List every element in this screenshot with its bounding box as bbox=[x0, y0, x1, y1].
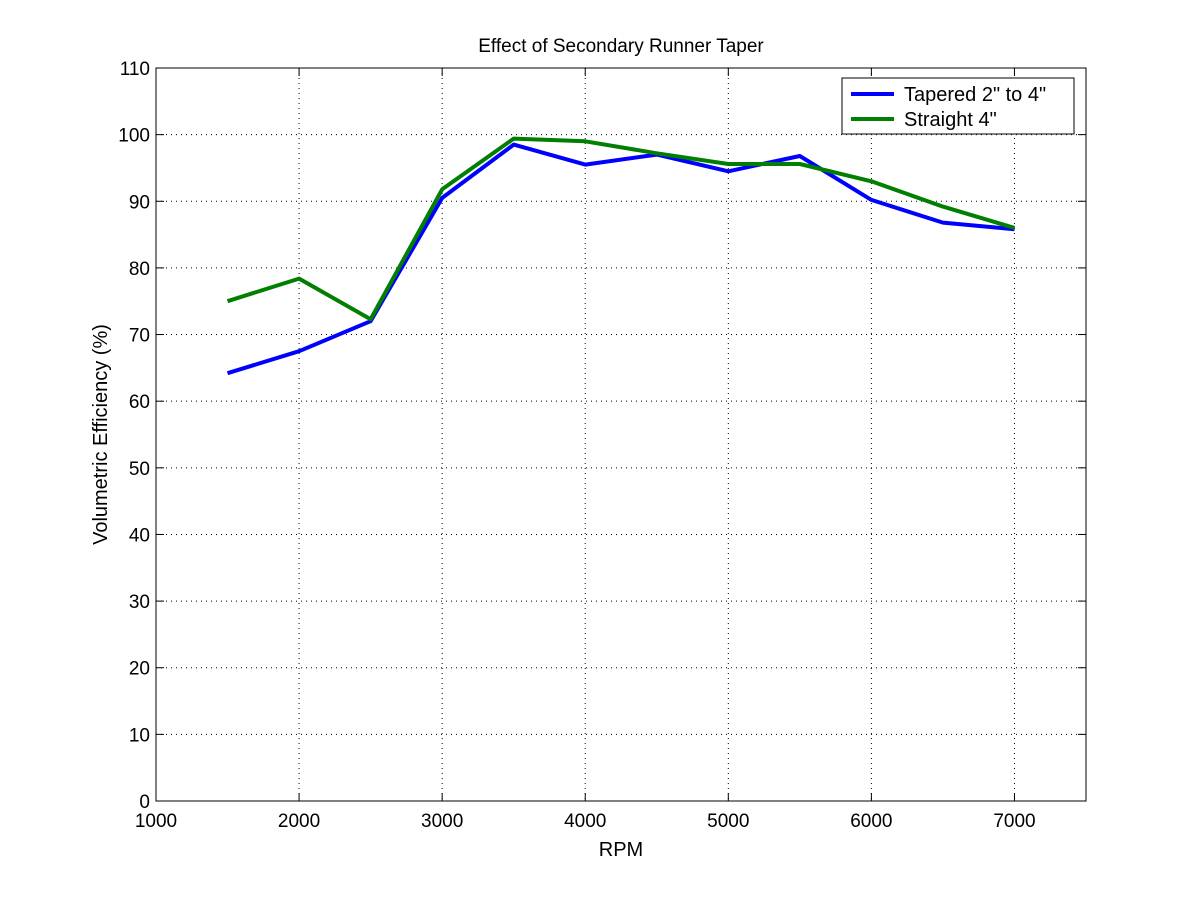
series-line-straight bbox=[226, 136, 1016, 322]
x-tick-label: 1000 bbox=[135, 811, 177, 832]
y-tick-label: 40 bbox=[129, 525, 150, 546]
y-tick-label: 90 bbox=[129, 192, 150, 213]
y-tick-label: 30 bbox=[129, 592, 150, 613]
x-tick-label: 4000 bbox=[564, 811, 606, 832]
x-tick-label: 7000 bbox=[993, 811, 1035, 832]
grid-lines bbox=[156, 68, 1086, 801]
legend-label: Straight 4" bbox=[904, 109, 997, 131]
y-tick-label: 80 bbox=[129, 259, 150, 280]
legend-label: Tapered 2" to 4" bbox=[904, 84, 1046, 106]
y-tick-label: 50 bbox=[129, 459, 150, 480]
data-series bbox=[226, 136, 1016, 376]
legend: Tapered 2" to 4" Straight 4" bbox=[841, 77, 1075, 135]
y-tick-label: 20 bbox=[129, 659, 150, 680]
series-line-tapered bbox=[226, 142, 1015, 376]
x-tick-label: 6000 bbox=[850, 811, 892, 832]
plot-area-frame bbox=[155, 67, 1087, 802]
y-axis-title: Volumetric Efficiency (%) bbox=[90, 324, 112, 545]
y-tick-label: 10 bbox=[129, 725, 150, 746]
x-tick-label: 3000 bbox=[421, 811, 463, 832]
chart-title: Effect of Secondary Runner Taper bbox=[478, 36, 764, 57]
axis-ticks: 1000 2000 3000 4000 5000 6000 7000 0 10 20 30 40 50 6… bbox=[118, 59, 1086, 832]
y-tick-label: 100 bbox=[118, 126, 150, 147]
x-tick-label: 5000 bbox=[707, 811, 749, 832]
x-tick-label: 2000 bbox=[278, 811, 320, 832]
x-axis-title: RPM bbox=[599, 839, 643, 861]
y-tick-label: 0 bbox=[139, 792, 150, 813]
y-tick-label: 70 bbox=[129, 326, 150, 347]
y-tick-label: 60 bbox=[129, 392, 150, 413]
legend-box bbox=[841, 77, 1075, 135]
y-tick-label: 110 bbox=[120, 59, 150, 80]
